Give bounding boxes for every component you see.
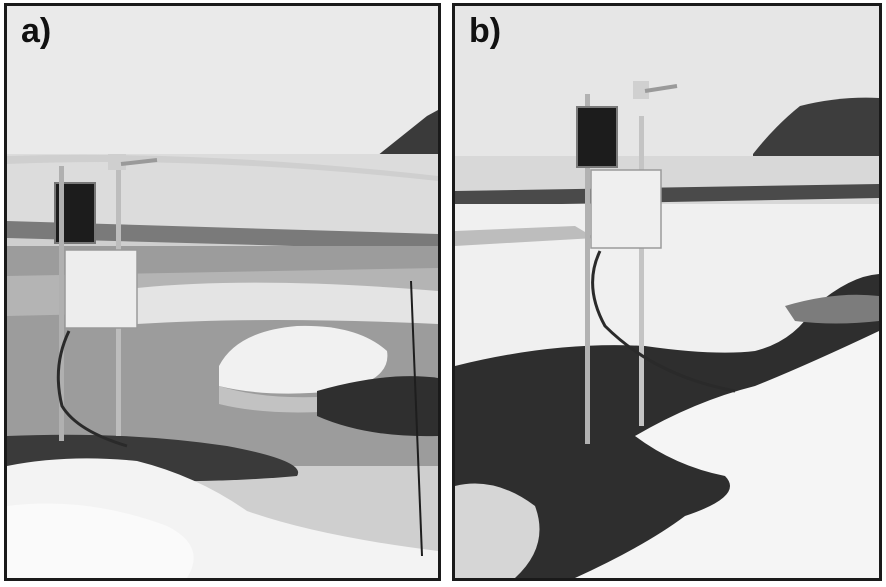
sensor-head — [633, 81, 649, 99]
station-mast — [639, 116, 644, 426]
sensor-head — [108, 154, 126, 170]
panel-pole — [585, 94, 590, 444]
snow-patch-left — [455, 483, 540, 578]
panel-label-b: b) — [469, 12, 502, 50]
logger-enclosure — [590, 169, 662, 249]
rock-outcrop — [753, 97, 879, 171]
weather-station-photo-b — [455, 6, 879, 578]
snow-shadow — [455, 226, 595, 246]
wet-band — [7, 221, 438, 250]
sky — [7, 6, 438, 156]
snow-lump-reflection — [219, 386, 337, 413]
sensor-arm — [644, 84, 678, 93]
panel-label-a: a) — [21, 12, 52, 50]
soil-patch-right — [317, 376, 438, 437]
foreground-snow — [575, 331, 879, 578]
snow-slab — [137, 282, 438, 324]
sensor-cable — [56, 330, 128, 448]
marker-rod — [410, 280, 423, 557]
sensor-arm — [120, 158, 158, 166]
panel-pole — [59, 166, 64, 441]
solar-panel — [576, 106, 618, 168]
sensor-cable — [591, 250, 736, 393]
meltwater-puddle — [785, 294, 879, 324]
logger-enclosure — [64, 249, 138, 329]
foreground-snow-highlight — [7, 503, 194, 578]
photo-panel-b: b) — [452, 3, 882, 581]
wet-band — [455, 184, 879, 206]
snow-lump — [219, 325, 388, 394]
weather-station-photo-a — [7, 6, 438, 578]
photo-panel-a: a) — [4, 3, 441, 581]
